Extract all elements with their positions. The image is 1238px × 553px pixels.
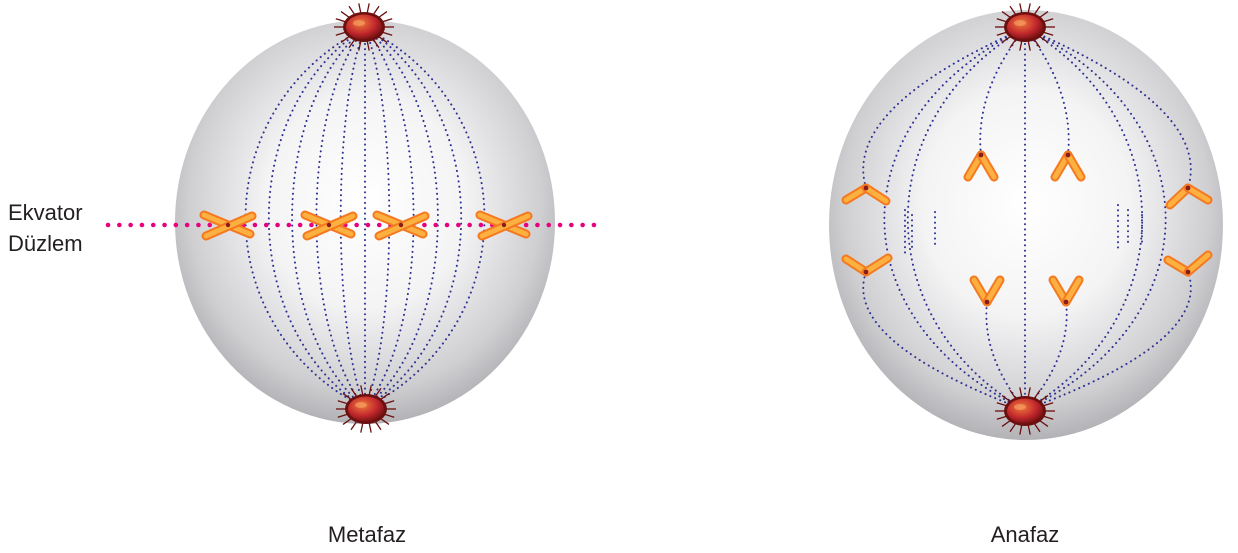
chromosome-icon [1050, 150, 1086, 182]
spindle-fiber-icon [267, 27, 366, 409]
chromosome-icon [372, 210, 430, 241]
spindle-fiber-icon [364, 27, 439, 409]
equator-label-line1: Ekvator [8, 200, 83, 225]
spindle-fiber-icon [862, 27, 1026, 189]
metaphase-spindle-fibers [244, 27, 486, 409]
anaphase-caption: Anafaz [990, 522, 1060, 547]
equator-label-line2: Düzlem [8, 231, 83, 256]
chromosome-icon [1165, 183, 1213, 210]
spindle-fiber-icon [979, 27, 1026, 156]
metaphase-cell [175, 20, 555, 424]
chromosome-icon [841, 183, 891, 206]
spindle-fiber-icon [1024, 271, 1192, 411]
centrosome-icon [995, 3, 1055, 51]
anaphase-chromosomes [841, 150, 1213, 307]
spindle-fiber-icon [244, 27, 366, 409]
centrosome-icon [995, 387, 1055, 435]
spindle-fiber-icon [1024, 27, 1192, 189]
anaphase-cell [829, 10, 1223, 440]
metaphase-caption: Metafaz [327, 522, 407, 547]
chromosome-icon [841, 253, 893, 277]
centrosome-icon [336, 385, 396, 433]
chromosome-icon [1163, 250, 1213, 277]
metaphase-chromosomes [199, 210, 533, 241]
chromosome-icon [475, 210, 533, 241]
spindle-fiber-icon [862, 271, 1026, 411]
chromosome-icon [963, 150, 999, 182]
spindle-fiber-icon [985, 301, 1026, 411]
anaphase-spindle-fibers [862, 27, 1192, 411]
spindle-fiber-icon [364, 27, 391, 409]
centrosome-icon [334, 3, 394, 51]
spindle-fiber-icon [291, 27, 366, 409]
spindle-fiber-icon [364, 27, 486, 409]
chromosome-icon [300, 210, 358, 241]
chromosome-icon [199, 210, 257, 241]
spindle-fiber-icon [339, 27, 366, 409]
chromosome-icon [969, 275, 1005, 307]
metaphase-panel [105, 3, 605, 433]
spindle-fiber-icon [364, 27, 463, 409]
chromosome-icon [1048, 275, 1084, 307]
anaphase-panel [829, 3, 1223, 440]
